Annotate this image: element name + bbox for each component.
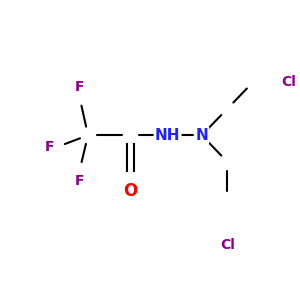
Text: F: F [44,140,54,154]
Text: NH: NH [155,128,180,143]
Text: Cl: Cl [281,75,296,89]
Text: O: O [124,182,138,200]
Text: Cl: Cl [220,238,235,252]
Text: N: N [195,128,208,143]
Text: F: F [75,174,84,188]
Text: F: F [75,80,84,94]
